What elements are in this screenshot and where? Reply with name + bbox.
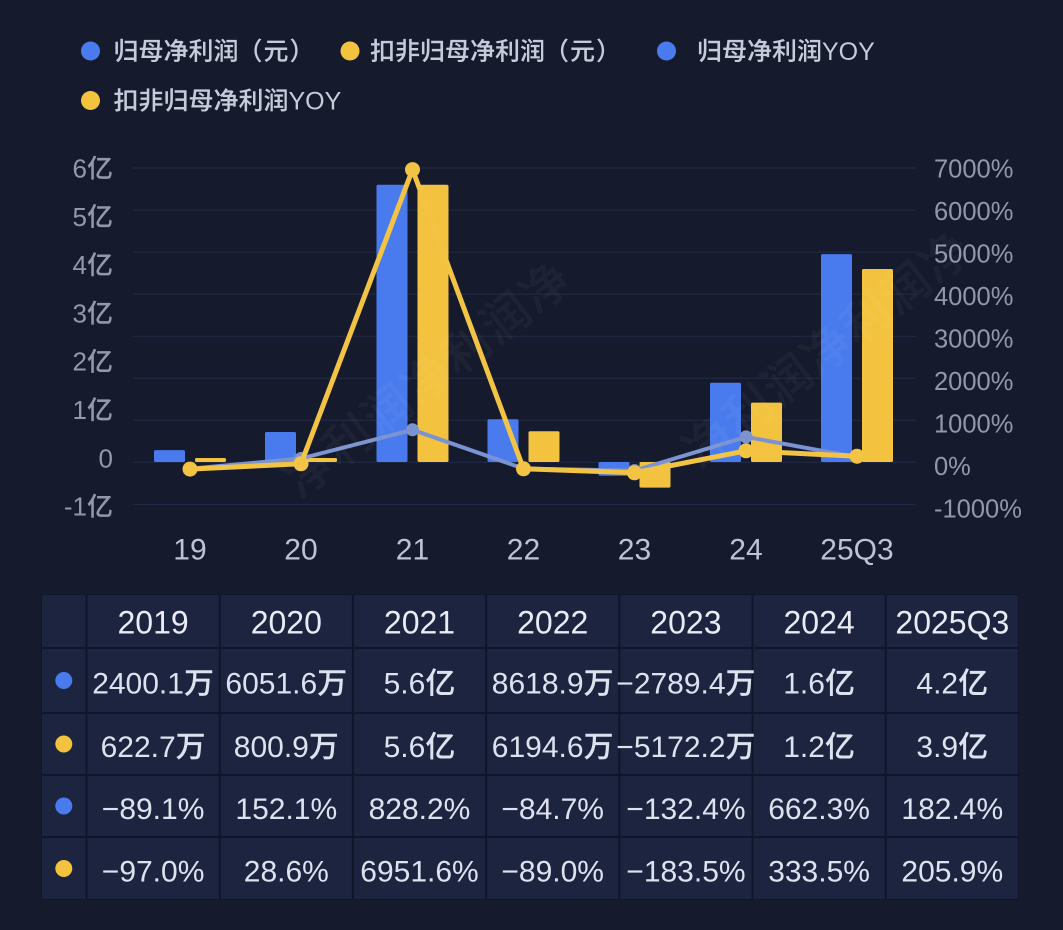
svg-text:28.6%: 28.6% bbox=[244, 856, 329, 889]
svg-text:2: 2 bbox=[73, 347, 87, 377]
svg-text:5.6: 5.6 bbox=[384, 668, 426, 701]
svg-text:6951.6%: 6951.6% bbox=[360, 856, 478, 889]
svg-text:23: 23 bbox=[618, 533, 651, 566]
svg-text:800.9: 800.9 bbox=[234, 731, 309, 764]
svg-text:1000%: 1000% bbox=[934, 410, 1013, 438]
svg-text:YOY: YOY bbox=[289, 87, 342, 115]
svg-text:6051.6: 6051.6 bbox=[225, 668, 317, 701]
svg-text:−183.5%: −183.5% bbox=[626, 856, 745, 889]
svg-text:1.6: 1.6 bbox=[783, 668, 825, 701]
svg-text:2020: 2020 bbox=[251, 605, 322, 641]
svg-text:2022: 2022 bbox=[517, 605, 588, 641]
svg-text:−132.4%: −132.4% bbox=[626, 793, 745, 826]
svg-text:3000%: 3000% bbox=[934, 325, 1013, 353]
svg-text:152.1%: 152.1% bbox=[235, 793, 337, 826]
svg-text:1: 1 bbox=[73, 395, 87, 425]
svg-text:-1000%: -1000% bbox=[934, 495, 1022, 523]
svg-text:2000%: 2000% bbox=[934, 368, 1013, 396]
svg-text:−89.0%: −89.0% bbox=[501, 856, 604, 889]
svg-text:2400.1: 2400.1 bbox=[92, 668, 184, 701]
svg-text:7000%: 7000% bbox=[934, 155, 1013, 183]
svg-text:4.2: 4.2 bbox=[916, 668, 958, 701]
svg-text:−89.1%: −89.1% bbox=[102, 793, 205, 826]
svg-text:182.4%: 182.4% bbox=[901, 793, 1003, 826]
svg-text:2023: 2023 bbox=[650, 605, 721, 641]
svg-text:3: 3 bbox=[73, 298, 87, 328]
svg-text:0%: 0% bbox=[934, 453, 971, 481]
svg-text:19: 19 bbox=[173, 533, 206, 566]
svg-text:24: 24 bbox=[729, 533, 762, 566]
svg-text:3.9: 3.9 bbox=[916, 731, 958, 764]
svg-text:22: 22 bbox=[507, 533, 540, 566]
svg-text:6: 6 bbox=[73, 154, 87, 184]
svg-text:0: 0 bbox=[99, 443, 113, 473]
svg-text:1.2: 1.2 bbox=[783, 731, 825, 764]
svg-text:622.7: 622.7 bbox=[101, 731, 176, 764]
svg-text:4000%: 4000% bbox=[934, 283, 1013, 311]
svg-text:−84.7%: −84.7% bbox=[501, 793, 604, 826]
svg-text:2024: 2024 bbox=[784, 605, 855, 641]
svg-text:2021: 2021 bbox=[384, 605, 455, 641]
svg-text:4: 4 bbox=[73, 250, 87, 280]
svg-text:6000%: 6000% bbox=[934, 198, 1013, 226]
svg-text:8618.9: 8618.9 bbox=[492, 668, 584, 701]
svg-text:5000%: 5000% bbox=[934, 240, 1013, 268]
svg-text:21: 21 bbox=[396, 533, 429, 566]
svg-text:-1: -1 bbox=[64, 492, 87, 522]
svg-text:333.5%: 333.5% bbox=[768, 856, 870, 889]
svg-text:−97.0%: −97.0% bbox=[102, 856, 205, 889]
svg-text:6194.6: 6194.6 bbox=[492, 731, 584, 764]
svg-text:2019: 2019 bbox=[118, 605, 189, 641]
svg-text:−5172.2: −5172.2 bbox=[616, 731, 725, 764]
svg-text:662.3%: 662.3% bbox=[768, 793, 870, 826]
svg-text:205.9%: 205.9% bbox=[901, 856, 1003, 889]
svg-text:828.2%: 828.2% bbox=[369, 793, 471, 826]
svg-text:5.6: 5.6 bbox=[384, 731, 426, 764]
svg-text:YOY: YOY bbox=[822, 38, 875, 66]
svg-text:5: 5 bbox=[73, 202, 87, 232]
svg-text:20: 20 bbox=[284, 533, 317, 566]
svg-text:25Q3: 25Q3 bbox=[820, 533, 893, 566]
svg-text:2025Q3: 2025Q3 bbox=[895, 605, 1009, 641]
svg-text:−2789.4: −2789.4 bbox=[616, 668, 725, 701]
